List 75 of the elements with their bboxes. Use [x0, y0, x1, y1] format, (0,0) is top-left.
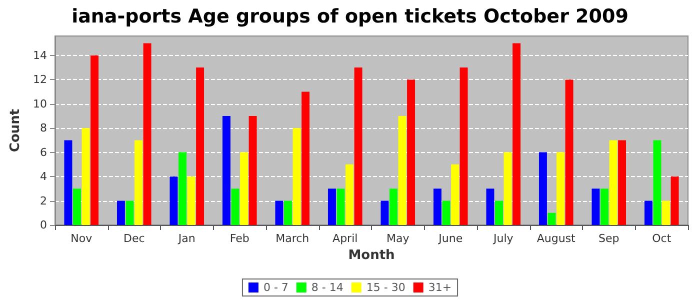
- bar: [284, 200, 292, 225]
- bar: [512, 43, 521, 225]
- bar: [460, 68, 468, 225]
- bar: [222, 116, 230, 225]
- bar: [407, 80, 416, 225]
- chart-title: iana-ports Age groups of open tickets October 2009: [72, 6, 628, 28]
- legend-label: 8 - 14: [311, 281, 344, 294]
- legend-label: 31+: [428, 281, 452, 294]
- bar: [556, 152, 564, 225]
- bar: [231, 188, 240, 225]
- bar: [644, 200, 652, 225]
- bar: [662, 200, 670, 225]
- bar: [178, 152, 186, 225]
- bar: [292, 128, 301, 225]
- legend-label: 0 - 7: [263, 281, 288, 294]
- bar: [380, 200, 389, 225]
- bar: [64, 140, 72, 225]
- x-tick-label: Dec: [123, 232, 145, 245]
- bar: [600, 188, 608, 225]
- y-tick-label: 14: [33, 48, 47, 62]
- bar: [134, 140, 142, 225]
- bar: [548, 212, 556, 225]
- bar: [609, 140, 618, 225]
- bar: [346, 164, 354, 225]
- bar: [240, 152, 248, 225]
- bar: [504, 152, 512, 225]
- bar: [495, 200, 503, 225]
- bar: [187, 176, 196, 225]
- y-tick-label: 6: [40, 146, 47, 159]
- bar: [248, 116, 257, 225]
- x-tick-label: April: [332, 232, 358, 245]
- bar: [90, 55, 99, 225]
- x-tick-label: March: [276, 232, 310, 245]
- bar: [275, 200, 284, 225]
- bar: [328, 188, 336, 225]
- bar: [196, 68, 204, 225]
- legend-label: 15 - 30: [366, 281, 406, 294]
- y-tick-label: 4: [40, 170, 47, 184]
- bar: [143, 43, 152, 225]
- x-tick-label: June: [438, 232, 463, 245]
- bar: [82, 128, 90, 225]
- x-tick-label: July: [492, 232, 514, 245]
- bar: [170, 176, 178, 225]
- bar: [116, 200, 125, 225]
- bar: [126, 200, 134, 225]
- bar: [73, 188, 81, 225]
- bar: [486, 188, 494, 225]
- y-tick-label: 8: [40, 122, 47, 135]
- x-tick-label: Oct: [652, 232, 672, 245]
- x-tick-label: May: [386, 232, 410, 245]
- y-tick-label: 12: [33, 73, 47, 86]
- y-tick-label: 2: [40, 194, 47, 208]
- bar: [653, 140, 662, 225]
- y-tick-label: 0: [40, 218, 47, 232]
- x-tick-label: Feb: [230, 232, 250, 245]
- bar: [336, 188, 345, 225]
- bar: [442, 200, 450, 225]
- bar: [433, 188, 442, 225]
- bar: [565, 80, 574, 225]
- bar: [302, 92, 310, 225]
- bar: [398, 116, 406, 225]
- bar: [618, 140, 626, 225]
- x-tick-label: Sep: [598, 232, 620, 245]
- y-tick-label: 10: [33, 97, 47, 110]
- x-tick-label: Jan: [177, 232, 196, 245]
- bar: [390, 188, 398, 225]
- bar: [538, 152, 547, 225]
- y-axis-title: Count: [8, 108, 24, 152]
- bar: [670, 176, 679, 225]
- x-tick-label: Nov: [70, 232, 93, 245]
- bar: [354, 68, 362, 225]
- x-tick-label: August: [536, 232, 576, 245]
- bar: [451, 164, 459, 225]
- bar: [592, 188, 600, 225]
- x-axis-title: Month: [348, 248, 395, 263]
